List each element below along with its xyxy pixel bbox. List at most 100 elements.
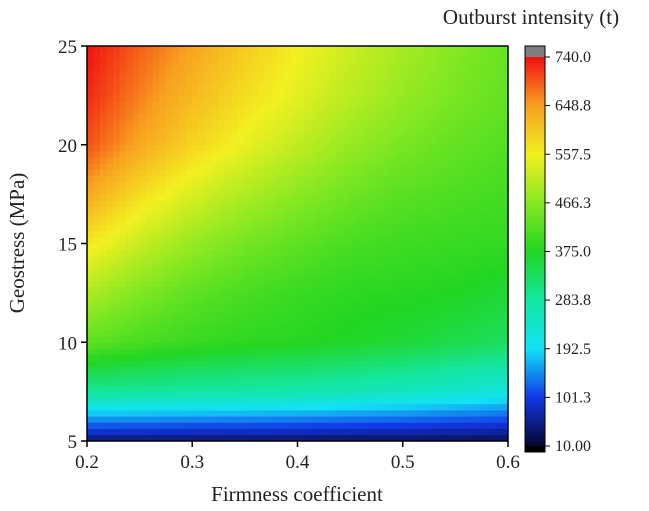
contour-cell [224,107,233,115]
contour-cell [455,82,463,90]
contour-cell [113,162,121,170]
contour-cell [297,280,305,288]
contour-cell [106,428,114,436]
contour-cell [165,150,173,158]
contour-cell [441,298,450,306]
contour-cell [349,181,358,189]
contour-cell [264,76,272,84]
contour-cell [87,138,94,146]
contour-cell [237,403,246,411]
contour-cell [382,58,390,65]
contour-cell [481,199,489,207]
contour-cell [126,416,134,423]
contour-cell [205,286,213,294]
contour-cell [165,193,173,201]
contour-cell [93,335,101,343]
contour-cell [126,206,134,213]
contour-cell [389,181,397,189]
contour-cell [257,422,265,429]
contour-cell [165,175,173,183]
contour-cell [113,70,121,78]
contour-cell [356,280,364,288]
contour-cell [87,107,94,115]
contour-cell [316,237,325,244]
contour-cell [402,267,410,275]
contour-cell [284,403,292,411]
contour-cell [481,193,489,201]
contour-cell [389,113,397,121]
contour-cell [270,391,279,399]
contour-cell [343,237,351,244]
contour-cell [501,366,508,374]
contour-cell [244,113,252,121]
contour-cell [139,237,147,244]
contour-cell [277,119,285,127]
contour-cell [132,403,140,411]
contour-cell [132,156,140,164]
contour-cell [244,132,252,139]
contour-cell [87,323,94,331]
contour-cell [422,317,430,325]
contour-cell [494,82,502,90]
contour-cell [198,243,206,250]
contour-cell [330,366,338,374]
contour-cell [303,70,311,78]
contour-cell [257,144,265,152]
contour-cell [99,132,108,139]
contour-cell [257,181,265,189]
contour-cell [448,237,456,244]
contour-cell [211,428,219,436]
contour-cell [290,113,298,121]
contour-cell [126,101,134,109]
contour-cell [145,323,154,331]
contour-cell [297,428,305,436]
contour-cell [251,255,259,263]
contour-cell [113,416,121,423]
contour-cell [172,267,180,275]
contour-cell [165,317,173,325]
contour-cell [99,218,108,226]
contour-cell [494,243,502,250]
contour-cell [336,255,344,263]
contour-cell [290,403,298,411]
contour-cell [422,107,430,115]
contour-cell [330,416,338,423]
contour-cell [422,46,430,53]
contour-cell [422,360,430,368]
contour-cell [389,187,397,195]
contour-cell [93,224,101,232]
contour-cell [343,101,351,109]
contour-cell [152,107,160,115]
contour-cell [165,64,173,71]
contour-cell [126,138,134,146]
contour-cell [356,274,364,281]
contour-cell [264,70,272,78]
contour-cell [422,329,430,337]
contour-cell [139,156,147,164]
contour-cell [369,95,377,102]
contour-cell [224,409,233,417]
contour-cell [224,64,233,71]
contour-cell [336,329,344,337]
contour-cell [152,156,160,164]
contour-cell [178,150,186,158]
x-axis-label: Firmness coefficient [211,482,383,506]
contour-cell [349,193,358,201]
contour-cell [494,199,502,207]
contour-cell [395,107,404,115]
contour-cell [119,267,127,275]
contour-cell [501,187,508,195]
contour-cell [152,243,160,250]
contour-cell [428,298,436,306]
contour-cell [356,341,364,349]
contour-cell [172,218,180,226]
contour-cell [501,119,508,127]
contour-cell [231,169,239,176]
contour-cell [244,64,252,71]
contour-cell [126,249,134,257]
contour-cell [218,193,226,201]
contour-cell [165,156,173,164]
contour-cell [362,397,371,405]
contour-cell [185,286,193,294]
contour-cell [349,82,358,90]
